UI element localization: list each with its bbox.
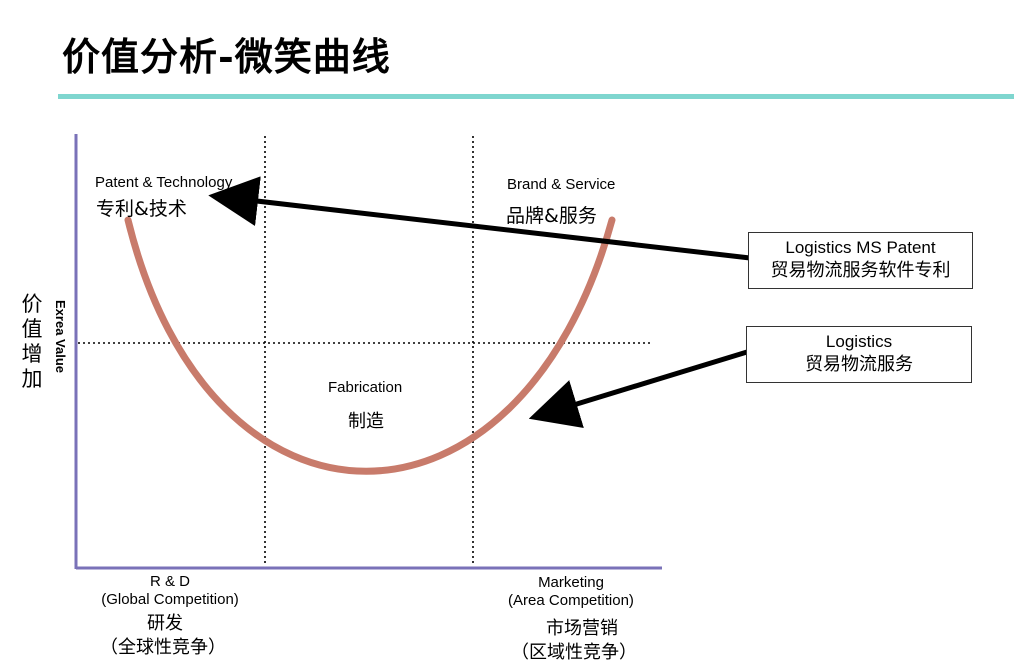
smile-curve <box>124 216 616 475</box>
bottom-left-cn1: 研发 <box>147 613 183 634</box>
zone-right-cn: 品牌&服务 <box>506 205 597 227</box>
arrow-service <box>528 349 748 428</box>
callout-service-box: Logistics 贸易物流服务 <box>746 326 972 383</box>
zone-right-en: Brand & Service <box>507 176 616 193</box>
zone-middle-cn: 制造 <box>348 411 384 432</box>
bottom-left-en2: (Global Competition) <box>101 591 239 608</box>
arrow-patent <box>208 176 751 261</box>
bottom-right-en1: Marketing <box>538 574 604 591</box>
callout-patent-cn: 贸易物流服务软件专利 <box>770 260 951 281</box>
y-axis-label-en: Exrea Value <box>53 300 68 373</box>
bottom-left-cn2: （全球性竞争） <box>100 637 226 658</box>
bottom-left-en1: R & D <box>149 573 190 590</box>
title-underline <box>58 94 1014 99</box>
bottom-right-cn2: （区域性竞争） <box>511 642 637 663</box>
page-title: 价值分析-微笑曲线 <box>62 34 391 79</box>
zone-left-cn: 专利&技术 <box>96 198 187 220</box>
y-axis-label-cn: 价值增加 <box>21 292 43 391</box>
callout-patent-en: Logistics MS Patent <box>785 238 936 257</box>
callout-service-cn: 贸易物流服务 <box>805 354 913 375</box>
callout-service-en: Logistics <box>825 332 893 351</box>
zone-middle-en: Fabrication <box>328 379 403 396</box>
callout-patent-box: Logistics MS Patent 贸易物流服务软件专利 <box>748 232 973 289</box>
bottom-right-en2: (Area Competition) <box>508 592 634 609</box>
zone-left-en: Patent & Technology <box>95 174 233 191</box>
bottom-right-cn1: 市场营销 <box>546 618 618 639</box>
